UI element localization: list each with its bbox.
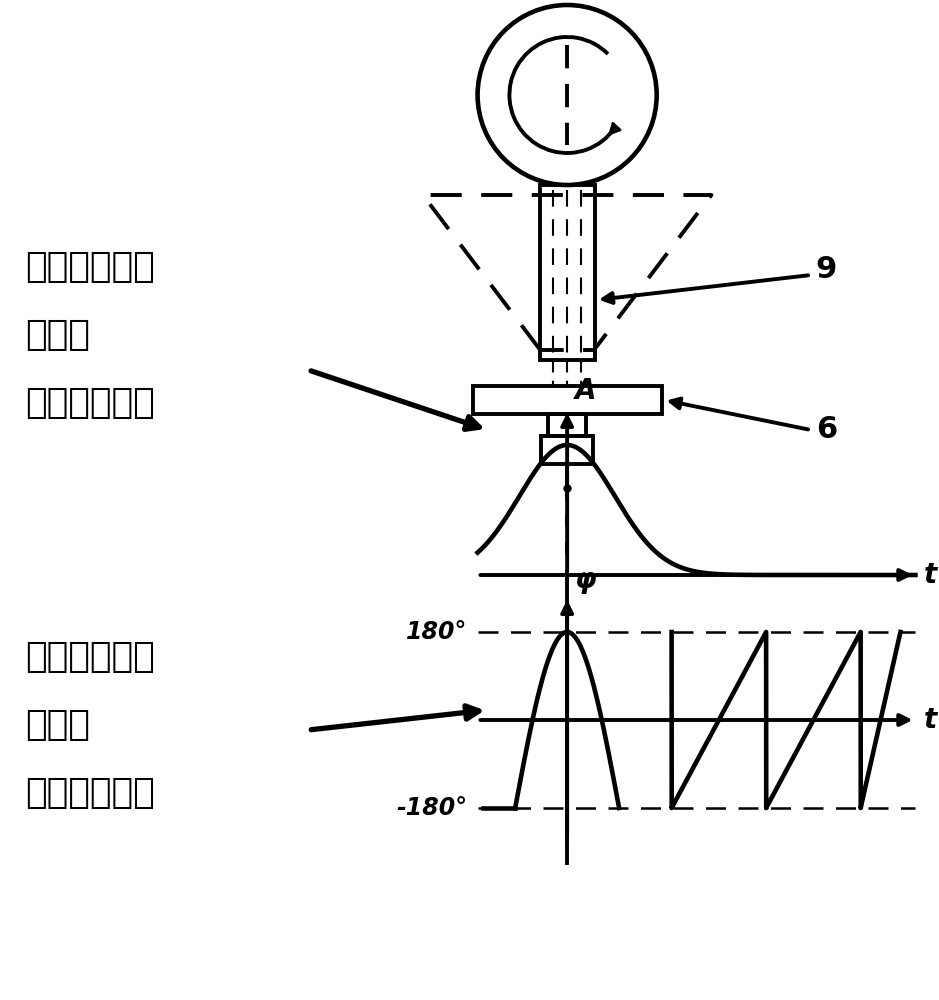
Text: 微波幅值信号: 微波幅值信号 bbox=[24, 386, 155, 420]
Bar bbox=[540, 185, 595, 360]
Text: 叶尖间隙测量: 叶尖间隙测量 bbox=[24, 640, 155, 674]
Text: 信号的: 信号的 bbox=[24, 708, 90, 742]
Bar bbox=[472, 386, 662, 414]
Text: 9: 9 bbox=[816, 255, 838, 284]
Text: -180°: -180° bbox=[396, 796, 468, 820]
Text: t: t bbox=[923, 706, 936, 734]
Bar bbox=[541, 436, 593, 464]
Text: φ: φ bbox=[575, 566, 597, 594]
Text: t: t bbox=[923, 561, 936, 589]
Text: 6: 6 bbox=[816, 416, 838, 444]
Text: 叶尖间隙测量: 叶尖间隙测量 bbox=[24, 250, 155, 284]
Text: 180°: 180° bbox=[407, 620, 468, 644]
Text: 微波相位信号: 微波相位信号 bbox=[24, 776, 155, 810]
Text: A: A bbox=[575, 377, 596, 405]
Text: 信号的: 信号的 bbox=[24, 318, 90, 352]
Bar bbox=[548, 414, 586, 436]
